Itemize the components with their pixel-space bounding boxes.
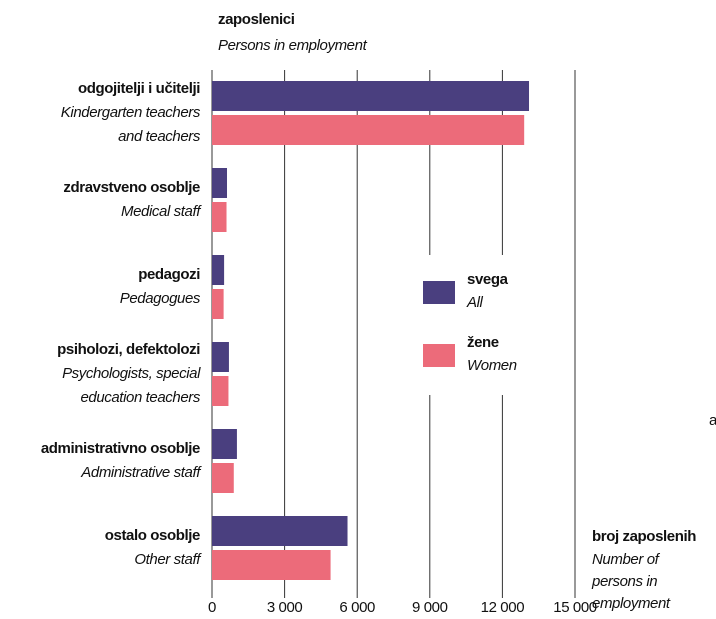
category-label: odgojitelji i učitelji (78, 80, 200, 97)
x-tick-label: 12 000 (481, 599, 525, 616)
axis-title-en: persons in (591, 573, 657, 590)
bar (212, 342, 229, 372)
legend-background (402, 255, 542, 395)
bar (212, 255, 225, 285)
category-label-en: Psychologists, special (62, 365, 201, 382)
bar (212, 81, 530, 111)
bar (212, 115, 525, 145)
category-label-en: Kindergarten teachers (61, 104, 201, 121)
legend-label-en: All (466, 294, 484, 311)
category-label: zdravstveno osoblje (63, 179, 200, 196)
x-tick-label: 6 000 (339, 599, 375, 616)
bar (212, 289, 224, 319)
bar (212, 429, 237, 459)
legend-label-en: Women (467, 357, 517, 374)
x-tick-label: 0 (208, 599, 216, 616)
x-tick-label: 15 000 (553, 599, 597, 616)
legend-swatch (423, 344, 455, 367)
axis-title-en: employment (592, 595, 671, 612)
legend-label: žene (467, 334, 499, 351)
bar (212, 376, 229, 406)
category-label: pedagozi (138, 266, 200, 283)
category-label: administrativno osoblje (41, 440, 200, 457)
chart-title: zaposlenici (218, 11, 295, 28)
category-label: ostalo osoblje (105, 527, 200, 544)
legend-label: svega (467, 271, 509, 288)
category-label-en: Pedagogues (120, 290, 201, 307)
category-label-en: education teachers (80, 389, 200, 406)
category-label-en: and teachers (118, 128, 201, 145)
bar (212, 550, 331, 580)
axis-title-en: Number of (592, 551, 661, 568)
bar (212, 516, 348, 546)
category-label-en: Other staff (134, 551, 202, 568)
side-text: a (709, 412, 716, 429)
bar (212, 463, 234, 493)
bar (212, 202, 227, 232)
category-label: psiholozi, defektolozi (57, 341, 200, 358)
legend-swatch (423, 281, 455, 304)
category-label-en: Administrative staff (80, 464, 202, 481)
x-tick-label: 3 000 (267, 599, 303, 616)
category-label-en: Medical staff (121, 203, 202, 220)
x-tick-label: 9 000 (412, 599, 448, 616)
chart-subtitle: Persons in employment (218, 37, 368, 54)
bar (212, 168, 228, 198)
axis-title: broj zaposlenih (592, 528, 696, 545)
